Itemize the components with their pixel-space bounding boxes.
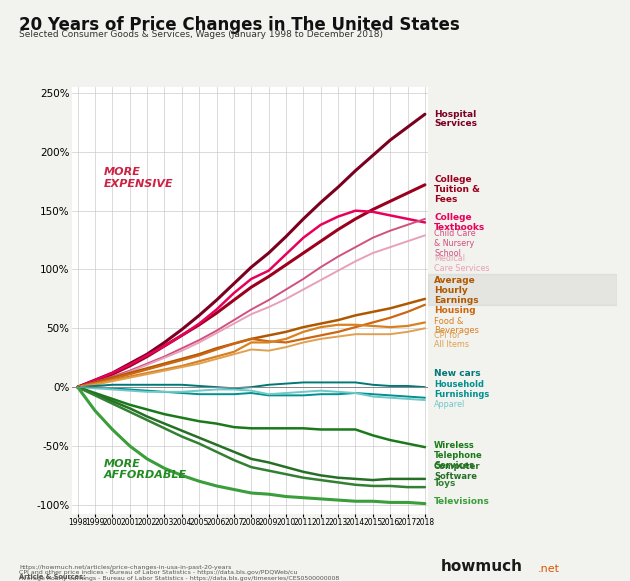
Text: Food &
Beverages: Food & Beverages xyxy=(434,317,479,335)
Text: Medical
Care Services: Medical Care Services xyxy=(434,254,490,273)
Text: 20 Years of Price Changes in The United States: 20 Years of Price Changes in The United … xyxy=(19,16,460,34)
Text: .net: .net xyxy=(538,564,560,574)
Text: New cars: New cars xyxy=(434,368,481,378)
Text: Toys: Toys xyxy=(434,479,457,488)
Text: Computer
Software: Computer Software xyxy=(434,462,481,481)
Text: Hospital
Services: Hospital Services xyxy=(434,110,477,128)
Text: Household
Furnishings: Household Furnishings xyxy=(434,380,490,399)
Text: MORE
EXPENSIVE: MORE EXPENSIVE xyxy=(104,167,173,188)
Text: Article & Sources:: Article & Sources: xyxy=(19,574,86,580)
Text: CPI for
All Items: CPI for All Items xyxy=(434,331,469,349)
Text: https://howmuch.net/articles/price-changes-in-usa-in-past-20-years: https://howmuch.net/articles/price-chang… xyxy=(19,565,231,570)
Text: MORE
AFFORDABLE: MORE AFFORDABLE xyxy=(104,458,187,480)
Text: Apparel: Apparel xyxy=(434,400,466,409)
Bar xyxy=(428,274,617,305)
Text: Housing: Housing xyxy=(434,306,476,315)
Text: Televisions: Televisions xyxy=(434,497,490,505)
Text: Selected Consumer Goods & Services, Wages (January 1998 to December 2018): Selected Consumer Goods & Services, Wage… xyxy=(19,30,383,39)
Text: howmuch: howmuch xyxy=(441,559,523,574)
Text: College
Textbooks: College Textbooks xyxy=(434,213,485,232)
Text: Average hourly earnings - Bureau of Labor Statistics - https://data.bls.gov/time: Average hourly earnings - Bureau of Labo… xyxy=(19,576,339,581)
Text: Child Care
& Nursery
School: Child Care & Nursery School xyxy=(434,229,476,258)
Text: Average
Hourly
Earnings: Average Hourly Earnings xyxy=(434,277,479,305)
Text: College
Tuition &
Fees: College Tuition & Fees xyxy=(434,175,480,204)
Text: CPI and other price indices - Bureau of Labor Statistics - https://data.bls.gov/: CPI and other price indices - Bureau of … xyxy=(19,571,297,575)
Text: Wireless
Telephone
Services: Wireless Telephone Services xyxy=(434,441,483,469)
